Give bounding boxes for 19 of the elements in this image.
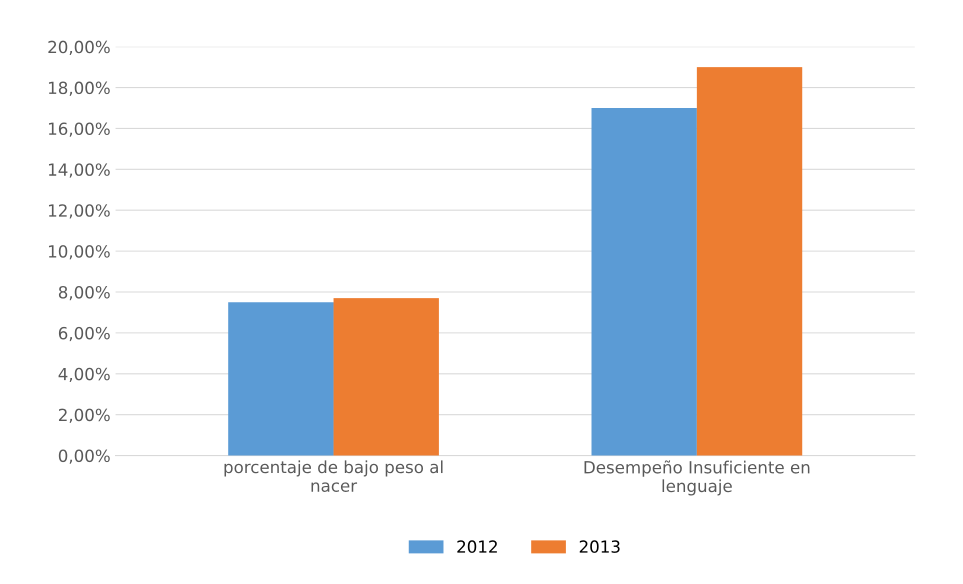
legend-label: 2012 <box>457 540 497 553</box>
y-tick-label: 8,00% <box>58 286 110 300</box>
x-tick-label: Desempeño Insuficiente en lenguaje <box>584 460 810 496</box>
bar <box>592 108 697 456</box>
bar <box>696 67 802 456</box>
y-tick-label: 2,00% <box>58 408 110 423</box>
y-tick-label: 10,00% <box>48 245 110 260</box>
y-tick-label: 6,00% <box>58 326 110 342</box>
bar <box>334 298 439 456</box>
x-tick-label: porcentaje de bajo peso al nacer <box>224 460 443 492</box>
y-tick-label: 18,00% <box>48 82 110 96</box>
y-tick-label: 16,00% <box>48 122 110 137</box>
y-tick-label: 0,00% <box>58 449 110 464</box>
legend-label: 2013 <box>580 540 620 553</box>
y-tick-label: 12,00% <box>48 204 110 219</box>
y-tick-label: 20,00% <box>48 40 110 55</box>
y-tick-label: 4,00% <box>58 368 110 382</box>
y-tick-label: 14,00% <box>48 163 110 178</box>
bar <box>228 302 334 456</box>
